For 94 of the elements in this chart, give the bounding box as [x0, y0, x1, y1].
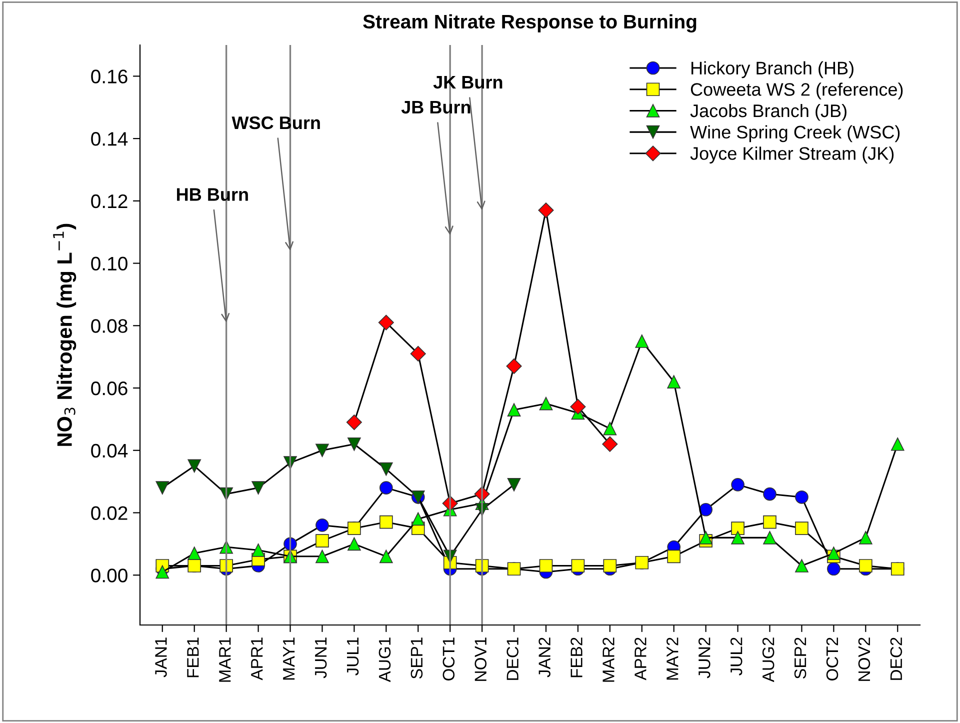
y-axis-title: NO$_{3}$ Nitrogen (mg L$^{−1}$) [53, 224, 76, 446]
point [411, 512, 425, 526]
point [188, 546, 202, 560]
x-tick-label: NOV1 [474, 638, 487, 681]
point [379, 550, 393, 564]
point [348, 537, 361, 551]
point [316, 550, 329, 564]
y-tick-label: 0.00 [91, 568, 128, 582]
point [667, 375, 681, 388]
point [667, 550, 681, 564]
point [602, 436, 618, 452]
point [858, 559, 872, 572]
point [890, 437, 904, 451]
x-tick-label: SEP2 [794, 638, 806, 679]
point [538, 202, 554, 218]
point [731, 531, 744, 544]
legend-label: Jacobs Branch (JB) [690, 104, 846, 121]
point [156, 481, 170, 494]
point [188, 459, 202, 473]
point [507, 478, 521, 492]
x-tick-label: JAN2 [538, 638, 550, 678]
point [795, 559, 808, 572]
y-tick-label: 0.04 [91, 444, 128, 458]
point [316, 444, 329, 458]
point [795, 490, 808, 504]
point [699, 531, 712, 544]
point [603, 422, 617, 436]
point [378, 314, 394, 330]
point [539, 396, 553, 410]
point [763, 515, 776, 529]
y-tick-label: 0.06 [91, 381, 128, 396]
x-tick-label: JUL1 [347, 638, 359, 676]
x-tick-label: JUN1 [315, 638, 327, 678]
x-tick-label: MAR1 [219, 638, 231, 682]
point [346, 414, 362, 430]
point [699, 502, 712, 516]
y-tick-label: 0.16 [91, 70, 128, 84]
point [827, 562, 840, 576]
point [763, 487, 776, 501]
point [731, 478, 744, 492]
point [156, 565, 170, 579]
point [570, 398, 586, 415]
chart-title: Stream Nitrate Response to Burning [363, 14, 696, 32]
annotation: JK Burn [433, 76, 502, 89]
y-tick-label: 0.10 [91, 256, 128, 271]
x-tick-label: JUN2 [698, 638, 710, 678]
x-tick-label: FEB2 [570, 638, 582, 678]
legend-label: Coweeta WS 2 (reference) [690, 82, 903, 100]
point [506, 358, 522, 374]
point [410, 346, 426, 362]
x-tick-label: AUG1 [378, 638, 391, 682]
point [252, 481, 265, 494]
legend-label: Hickory Branch (HB) [692, 61, 854, 78]
point [348, 437, 361, 451]
point [539, 559, 553, 572]
point [858, 531, 872, 544]
point [316, 534, 329, 548]
point [795, 522, 808, 536]
y-tick-label: 0.08 [91, 319, 128, 333]
x-tick-label: NOV2 [858, 638, 870, 681]
point [731, 522, 744, 536]
x-tick-label: AUG2 [762, 638, 774, 682]
annotation: JB Burn [401, 100, 470, 114]
x-tick-label: JAN1 [155, 638, 167, 678]
x-tick-label: SEP1 [410, 638, 423, 679]
legend-label: Wine Spring Creek (WSC) [690, 125, 900, 142]
point [252, 543, 265, 557]
point [603, 559, 617, 572]
legend-label: Joyce Kilmer Stream (JK) [690, 146, 894, 164]
point [379, 515, 393, 529]
point [763, 531, 776, 544]
y-tick-label: 0.14 [91, 132, 128, 146]
x-tick-label: JUL2 [730, 638, 742, 676]
y-tick-label: 0.02 [91, 506, 128, 520]
x-tick-label: MAR2 [602, 638, 614, 682]
y-tick-label: 0.12 [91, 194, 128, 208]
x-tick-label: OCT2 [826, 638, 838, 680]
point [379, 481, 393, 494]
point [635, 334, 649, 348]
annotation: HB Burn [177, 188, 248, 201]
point [827, 546, 840, 560]
point [379, 462, 393, 476]
point [571, 559, 585, 572]
point [507, 403, 521, 417]
x-tick-label: MAY2 [666, 638, 678, 680]
x-tick-label: APR2 [634, 638, 646, 680]
x-tick-label: DEC1 [506, 638, 518, 680]
x-tick-label: APR1 [251, 638, 263, 680]
x-tick-label: MAY1 [283, 638, 295, 680]
x-tick-label: OCT1 [442, 638, 455, 680]
point [316, 518, 329, 532]
annotation: WSC Burn [232, 116, 320, 130]
x-tick-label: DEC2 [890, 638, 902, 680]
x-tick-label: FEB1 [187, 638, 199, 678]
